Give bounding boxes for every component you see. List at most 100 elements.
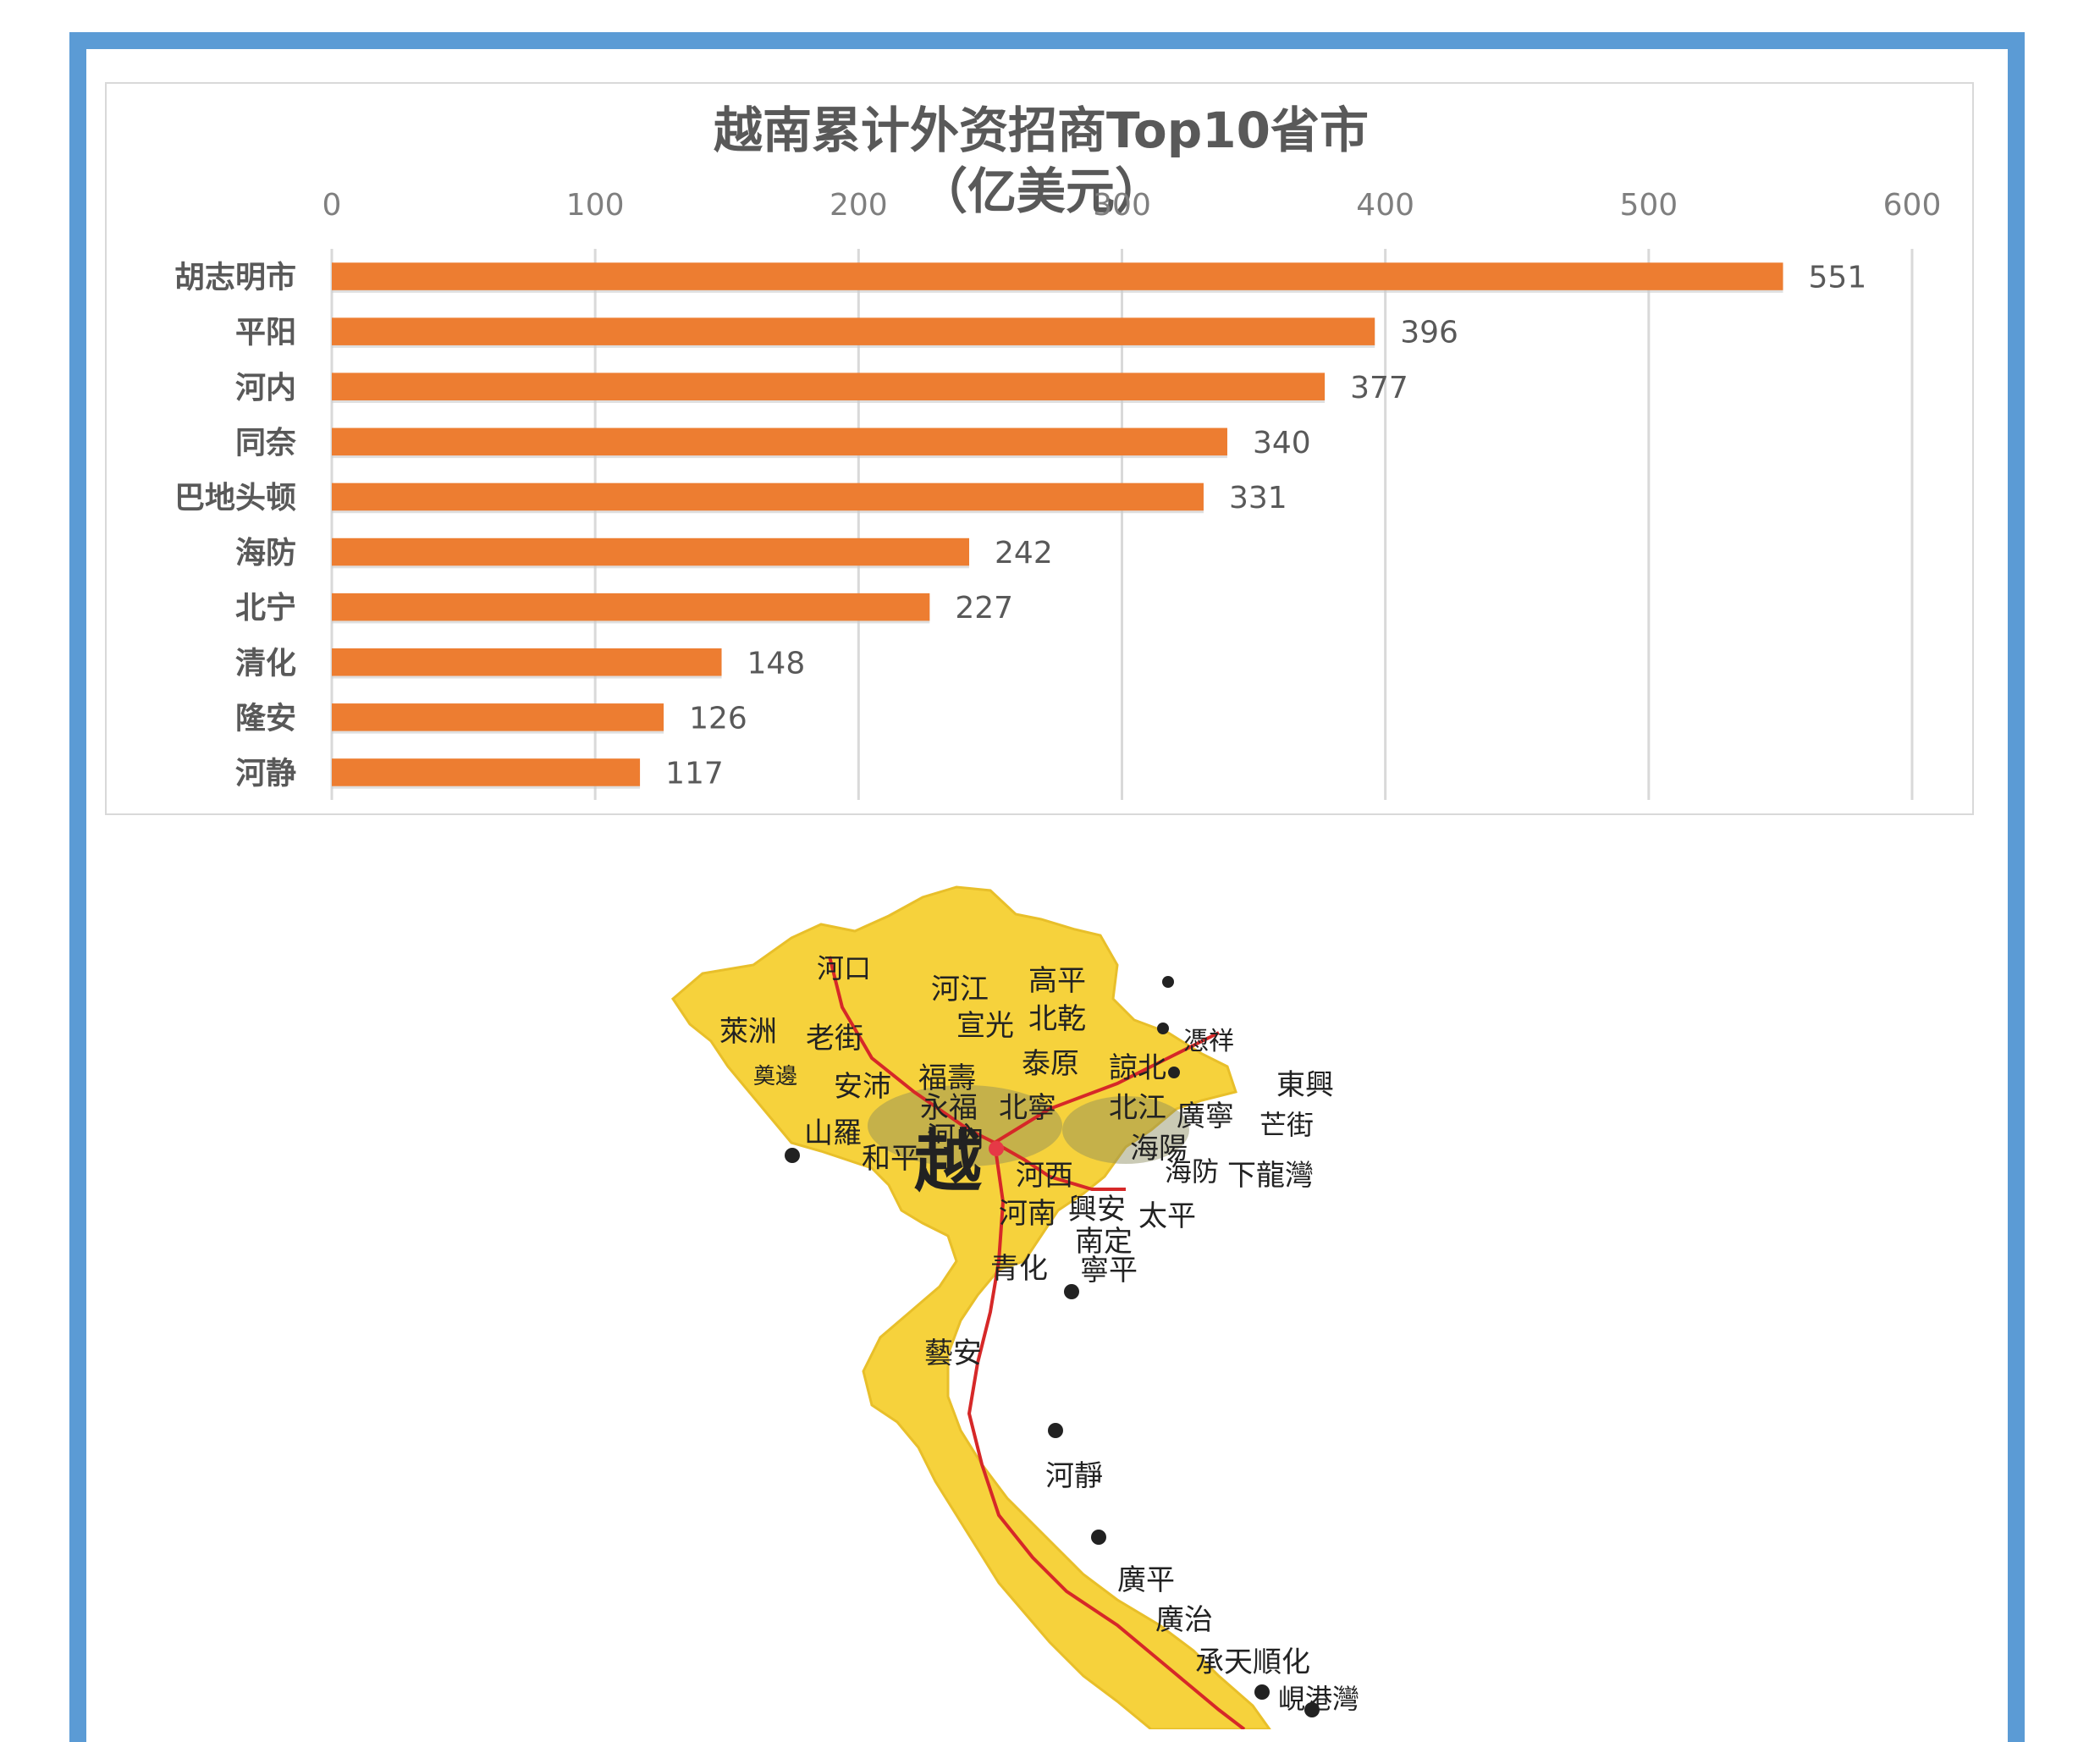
city-marker bbox=[1048, 1423, 1063, 1438]
x-tick-label: 0 bbox=[322, 188, 342, 223]
map-label: 北寧 bbox=[999, 1091, 1056, 1125]
category-label: 平阳 bbox=[235, 316, 296, 350]
city-marker bbox=[1064, 1284, 1079, 1299]
map-label: 奠邊 bbox=[753, 1064, 797, 1089]
map-label: 河西 bbox=[1016, 1159, 1073, 1193]
map-label-red: 海防 bbox=[1165, 1155, 1219, 1188]
railway-line bbox=[828, 956, 1246, 1729]
bar bbox=[332, 482, 1204, 511]
map-label-blue: 下龍灣 bbox=[1227, 1159, 1314, 1193]
map-label: 永福 bbox=[920, 1091, 978, 1125]
railway-branch-haiphong bbox=[994, 1141, 1126, 1191]
category-label: 巴地头顿 bbox=[174, 481, 296, 515]
map-label: 南定 bbox=[1075, 1225, 1133, 1259]
map-label: 越 bbox=[914, 1122, 983, 1201]
data-label: 551 bbox=[1809, 261, 1867, 295]
category-label: 河静 bbox=[235, 756, 296, 791]
category-label: 河内 bbox=[235, 371, 296, 405]
railway-branch-north bbox=[993, 1031, 1220, 1144]
map-city-markers bbox=[785, 976, 1320, 1717]
bar bbox=[332, 703, 664, 731]
bar-chart: 越南累计外资招商Top10省市 （亿美元） 0 100 200 300 400 500 60… bbox=[174, 102, 1942, 800]
map-label: 廣平 bbox=[1117, 1563, 1175, 1597]
x-axis-ticks: 0 100 200 300 400 500 600 bbox=[322, 188, 1942, 223]
map-labels: 高平 河江 宣光 北乾 萊洲 老街 奠邊 安沛 福壽 泰原 諒北 永福 北寧 北… bbox=[719, 952, 1359, 1715]
city-marker bbox=[1168, 1067, 1180, 1078]
category-label: 胡志明市 bbox=[174, 261, 296, 295]
bar bbox=[332, 648, 722, 676]
data-label: 117 bbox=[665, 756, 724, 791]
bar bbox=[332, 758, 641, 786]
map-label: 山羅 bbox=[804, 1116, 862, 1150]
map-label: 河江 bbox=[931, 973, 989, 1006]
bar bbox=[332, 317, 1375, 345]
hanoi-marker bbox=[989, 1141, 1004, 1156]
map-label: 老街 bbox=[806, 1022, 863, 1056]
bar bbox=[332, 262, 1783, 290]
map-label-blue: 芒街 bbox=[1259, 1109, 1314, 1141]
map-label: 藝安 bbox=[924, 1337, 982, 1370]
map-label: 北江 bbox=[1109, 1091, 1166, 1125]
city-marker bbox=[1162, 976, 1174, 988]
bacgiang-area-highlight bbox=[1062, 1096, 1189, 1164]
category-label: 北宁 bbox=[235, 591, 296, 626]
map-region-fill bbox=[671, 885, 1271, 1729]
map-label: 高平 bbox=[1028, 964, 1086, 998]
map-label-red: 河內 bbox=[927, 1121, 984, 1155]
map-label: 廣寧 bbox=[1177, 1100, 1234, 1133]
category-label: 隆安 bbox=[235, 701, 296, 736]
map-label-blue: 憑祥 bbox=[1183, 1027, 1234, 1056]
chart-panel: 越南累计外资招商Top10省市 （亿美元） 0 100 200 300 400 500 60… bbox=[105, 82, 1974, 815]
map-label: 北乾 bbox=[1028, 1002, 1086, 1036]
bar bbox=[332, 372, 1326, 401]
chart-subtitle: （亿美元） bbox=[918, 163, 1164, 220]
x-tick-label: 600 bbox=[1883, 188, 1942, 223]
map-label: 福壽 bbox=[918, 1061, 976, 1095]
city-marker bbox=[785, 1148, 800, 1163]
category-label: 清化 bbox=[235, 646, 296, 681]
city-marker bbox=[1091, 1530, 1106, 1545]
bars bbox=[332, 262, 1783, 789]
x-tick-label: 300 bbox=[1093, 188, 1151, 223]
vietnam-map: 高平 河江 宣光 北乾 萊洲 老街 奠邊 安沛 福壽 泰原 諒北 永福 北寧 北… bbox=[671, 885, 1359, 1729]
data-label: 148 bbox=[747, 646, 806, 681]
map-label: 廣治 bbox=[1155, 1603, 1213, 1637]
data-label: 340 bbox=[1253, 426, 1311, 460]
x-tick-label: 500 bbox=[1619, 188, 1678, 223]
bar bbox=[332, 593, 930, 621]
data-label: 377 bbox=[1350, 371, 1408, 405]
city-marker bbox=[1254, 1684, 1270, 1700]
map-label: 青化 bbox=[990, 1252, 1048, 1286]
map-label: 海陽 bbox=[1130, 1132, 1188, 1166]
data-label: 126 bbox=[689, 701, 747, 736]
map-label: 和平 bbox=[862, 1142, 919, 1176]
category-label: 同奈 bbox=[235, 426, 296, 460]
map-label: 河南 bbox=[999, 1197, 1056, 1231]
city-marker bbox=[1304, 1702, 1320, 1717]
map-label-blue: 東興 bbox=[1276, 1068, 1334, 1102]
data-label: 227 bbox=[955, 591, 1013, 626]
bar bbox=[332, 537, 970, 566]
category-label: 海防 bbox=[235, 536, 296, 571]
map-label: 安沛 bbox=[834, 1070, 891, 1104]
data-label: 242 bbox=[995, 536, 1053, 571]
map-label: 河靜 bbox=[1045, 1459, 1103, 1493]
map-label: 宣光 bbox=[956, 1009, 1014, 1043]
x-tick-label: 200 bbox=[830, 188, 888, 223]
map-label: 興安 bbox=[1068, 1193, 1126, 1227]
map-label: 萊洲 bbox=[719, 1015, 777, 1049]
map-label: 諒北 bbox=[1109, 1051, 1166, 1085]
x-tick-label: 400 bbox=[1356, 188, 1414, 223]
city-marker bbox=[1157, 1023, 1169, 1034]
map-label-blue: 河口 bbox=[817, 952, 871, 984]
map-label: 寧平 bbox=[1080, 1254, 1138, 1287]
x-tick-label: 100 bbox=[566, 188, 625, 223]
map-label: 泰原 bbox=[1022, 1047, 1079, 1081]
bar bbox=[332, 427, 1227, 456]
map-label: 太平 bbox=[1138, 1199, 1196, 1233]
data-label: 396 bbox=[1400, 316, 1458, 350]
data-label: 331 bbox=[1229, 481, 1287, 515]
map-label: 承天順化 bbox=[1195, 1646, 1310, 1679]
